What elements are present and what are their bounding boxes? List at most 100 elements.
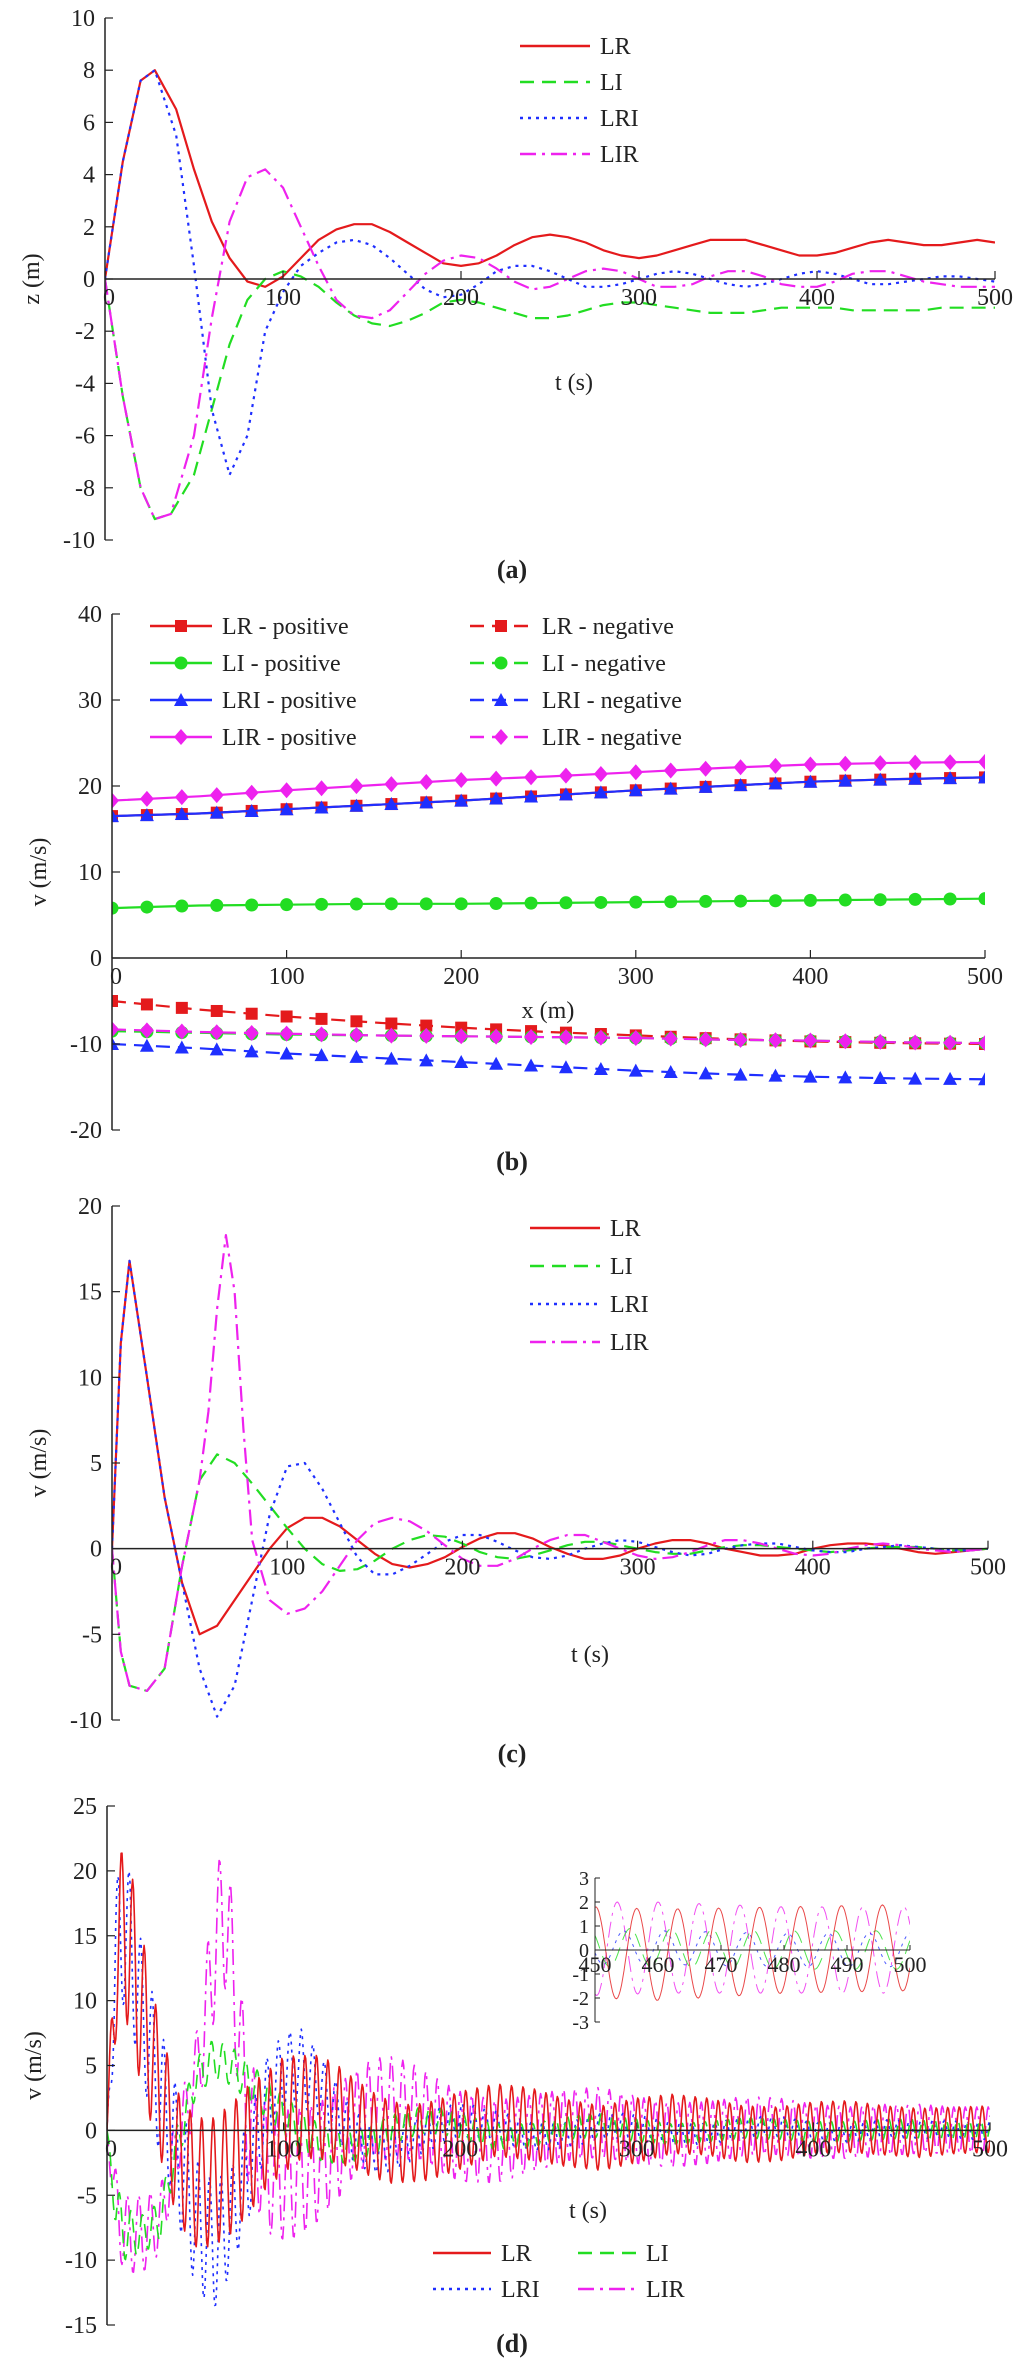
inset-y-tick-label: -1: [572, 1964, 589, 1986]
y-tick-label: -8: [75, 476, 95, 502]
data-point: [768, 1032, 783, 1049]
x-tick-label: 400: [792, 964, 828, 990]
legend-marker: [174, 693, 188, 706]
data-point: [384, 1051, 399, 1065]
legend-marker: [174, 729, 188, 745]
legend: LR LI LRI LIR: [530, 1216, 649, 1356]
legend-label: LIR: [646, 2277, 685, 2303]
data-point: [524, 789, 539, 803]
data-point: [280, 1010, 293, 1023]
data-point: [803, 893, 817, 907]
data-point: [978, 1035, 985, 1052]
series-line-lri-positive: [112, 776, 985, 818]
data-point: [384, 797, 399, 811]
data-point: [943, 771, 958, 785]
legend-label: LR: [501, 2241, 532, 2267]
legend-marker: [494, 693, 508, 706]
y-tick-label: -5: [77, 2183, 97, 2209]
data-point: [524, 769, 539, 786]
data-point: [768, 757, 783, 774]
legend-item: LR: [530, 1216, 641, 1242]
x-tick-label: 400: [795, 2136, 831, 2162]
data-point: [419, 897, 433, 911]
data-point: [524, 896, 538, 910]
data-point: [629, 895, 643, 909]
x-tick-label: 100: [269, 964, 305, 990]
data-point: [594, 895, 608, 909]
data-point: [419, 795, 434, 809]
panel-caption: (c): [498, 1739, 527, 1768]
data-point: [803, 1032, 818, 1049]
legend-label: LRI - negative: [542, 688, 682, 714]
data-point: [733, 778, 748, 792]
data-point: [175, 1001, 188, 1014]
data-point: [174, 807, 189, 821]
data-point: [768, 894, 782, 908]
legend-marker: [494, 656, 508, 670]
legend-label: LRI - positive: [222, 688, 357, 714]
y-tick-label: -15: [65, 2313, 97, 2339]
data-point: [873, 772, 888, 786]
data-point: [873, 893, 887, 907]
data-point: [315, 1012, 328, 1025]
legend-marker: [174, 656, 188, 670]
data-point: [279, 802, 294, 816]
data-point: [112, 1021, 119, 1038]
legend-label: LRI: [610, 1292, 649, 1318]
inset-series-line: [595, 1927, 910, 1970]
data-point: [280, 898, 294, 912]
y-tick-label: -10: [70, 1032, 102, 1058]
data-point: [734, 894, 748, 908]
y-axis-label: z (m): [19, 253, 45, 304]
data-point: [454, 1055, 469, 1069]
y-tick-label: 15: [73, 1924, 97, 1950]
y-tick-label: 10: [78, 1365, 102, 1391]
y-tick-label: 2: [83, 215, 95, 241]
legend-item: LR - positive: [150, 614, 349, 640]
legend-label: LR - positive: [222, 614, 349, 640]
data-point: [349, 1027, 364, 1044]
plot-area: [112, 1234, 988, 1718]
legend-item: LI: [520, 70, 623, 96]
legend-label: LI: [610, 1254, 633, 1280]
data-point: [838, 773, 853, 787]
legend-item: LIR: [578, 2277, 685, 2303]
series-line-lr: [105, 69, 995, 288]
data-point: [628, 1063, 643, 1077]
legend-label: LR - negative: [542, 614, 674, 640]
data-point: [978, 770, 985, 784]
x-tick-label: 400: [795, 1555, 831, 1581]
panel-caption: (a): [497, 555, 527, 584]
data-point: [349, 798, 364, 812]
data-point: [593, 765, 608, 782]
data-point: [978, 892, 985, 906]
data-point: [489, 896, 503, 910]
data-point: [838, 893, 852, 907]
x-tick-label: 300: [621, 285, 657, 311]
legend-item: LRI: [520, 106, 639, 132]
data-point: [139, 790, 154, 807]
series-line-lri-negative: [112, 1042, 985, 1081]
data-point: [245, 1007, 258, 1020]
legend-label: LI: [646, 2241, 669, 2267]
legend-label: LIR - positive: [222, 725, 357, 751]
legend-item: LI - positive: [150, 651, 341, 677]
legend-label: LRI: [600, 106, 639, 132]
data-point: [698, 760, 713, 777]
data-point: [978, 1072, 985, 1086]
data-point: [873, 1071, 888, 1085]
y-tick-label: 0: [83, 267, 95, 293]
data-point: [349, 1049, 364, 1063]
inset-y-tick-label: 2: [579, 1892, 589, 1914]
series-line-li-positive: [112, 897, 985, 910]
y-tick-label: 20: [78, 774, 102, 800]
data-point: [315, 897, 329, 911]
data-point: [314, 800, 329, 814]
data-point: [112, 901, 119, 915]
inset-x-tick-label: 490: [831, 1952, 864, 1977]
data-point: [628, 1029, 643, 1046]
data-point: [489, 1056, 504, 1070]
data-point: [175, 899, 189, 913]
legend-label: LI - positive: [222, 651, 341, 677]
